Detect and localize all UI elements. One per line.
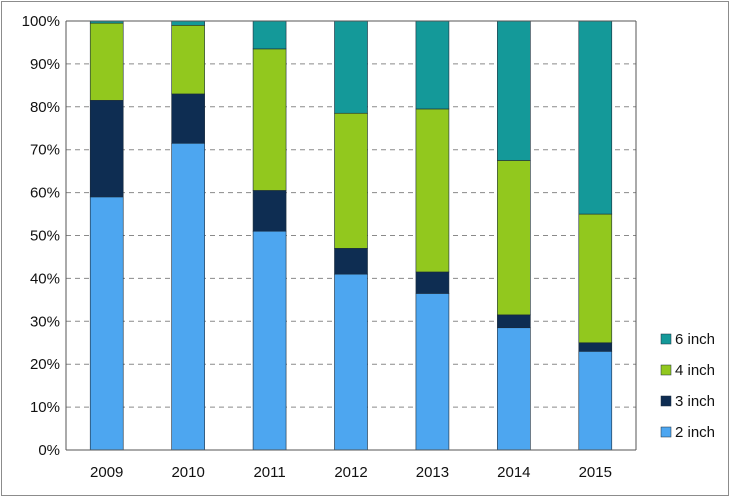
- bar-2015-2-inch: [578, 351, 613, 451]
- bar-2013-2-inch: [415, 293, 450, 451]
- legend-label-6-inch: 6 inch: [675, 331, 715, 348]
- y-tick-label: 100%: [22, 13, 60, 30]
- gridlines: [66, 20, 636, 408]
- bar-2010-6-inch: [171, 20, 205, 26]
- bar-2012-3-inch: [334, 248, 368, 275]
- bar-2011-2-inch: [252, 230, 287, 451]
- bar-2014-2-inch: [497, 327, 531, 451]
- legend-label-2-inch: 2 inch: [675, 424, 715, 441]
- y-tick-label: 20%: [30, 356, 60, 373]
- y-tick-label: 90%: [30, 56, 60, 73]
- bar-2012-6-inch: [334, 20, 368, 114]
- y-tick-label: 70%: [30, 142, 60, 159]
- y-tick-label: 10%: [30, 399, 60, 416]
- x-tick-label: 2014: [497, 464, 530, 481]
- bar-2013-6-inch: [415, 20, 450, 110]
- x-tick-label: 2013: [416, 464, 449, 481]
- bar-2009-3-inch: [89, 100, 124, 198]
- bar-2015-6-inch: [578, 20, 613, 215]
- x-tick-label: 2009: [90, 464, 123, 481]
- x-tick-label: 2015: [579, 464, 612, 481]
- y-tick-label: 50%: [30, 228, 60, 245]
- legend-swatch-6-inch: [660, 333, 672, 345]
- y-tick-label: 40%: [30, 270, 60, 287]
- bar-2014-4-inch: [497, 160, 531, 316]
- axes: [65, 20, 637, 451]
- legend: 6 inch 4 inch 3 inch 2 inch: [660, 331, 715, 441]
- bar-2011-4-inch: [252, 48, 287, 191]
- y-tick-label: 30%: [30, 313, 60, 330]
- bars: [89, 20, 613, 451]
- legend-label-3-inch: 3 inch: [675, 393, 715, 410]
- bar-2009-4-inch: [89, 22, 124, 101]
- bar-2014-6-inch: [497, 20, 531, 161]
- bar-2010-4-inch: [171, 24, 205, 95]
- y-tick-label: 60%: [30, 185, 60, 202]
- legend-swatch-3-inch: [660, 395, 672, 407]
- y-tick-label: 80%: [30, 99, 60, 116]
- legend-label-4-inch: 4 inch: [675, 362, 715, 379]
- bar-2013-4-inch: [415, 108, 450, 273]
- bar-2015-4-inch: [578, 213, 613, 344]
- bar-2010-3-inch: [171, 93, 205, 144]
- x-tick-label: 2011: [253, 464, 285, 481]
- bar-2011-6-inch: [252, 20, 287, 50]
- y-tick-label: 0%: [38, 442, 60, 459]
- bar-2012-2-inch: [334, 273, 368, 451]
- bar-2009-2-inch: [89, 196, 124, 451]
- bar-2010-2-inch: [171, 142, 205, 451]
- bar-2011-3-inch: [252, 190, 287, 232]
- x-tick-label: 2010: [171, 464, 204, 481]
- legend-swatch-4-inch: [660, 364, 672, 376]
- legend-swatch-2-inch: [660, 426, 672, 438]
- bar-2015-3-inch: [578, 342, 613, 352]
- x-tick-labels: 2009 2010 2011 2012 2013 2014 2015: [90, 464, 612, 481]
- bar-2013-3-inch: [415, 271, 450, 294]
- bar-2012-4-inch: [334, 112, 368, 249]
- x-tick-label: 2012: [334, 464, 367, 481]
- y-tick-labels: 0% 10% 20% 30% 40% 50% 60% 70% 80% 90% 100%: [22, 13, 60, 459]
- bar-2014-3-inch: [497, 314, 531, 329]
